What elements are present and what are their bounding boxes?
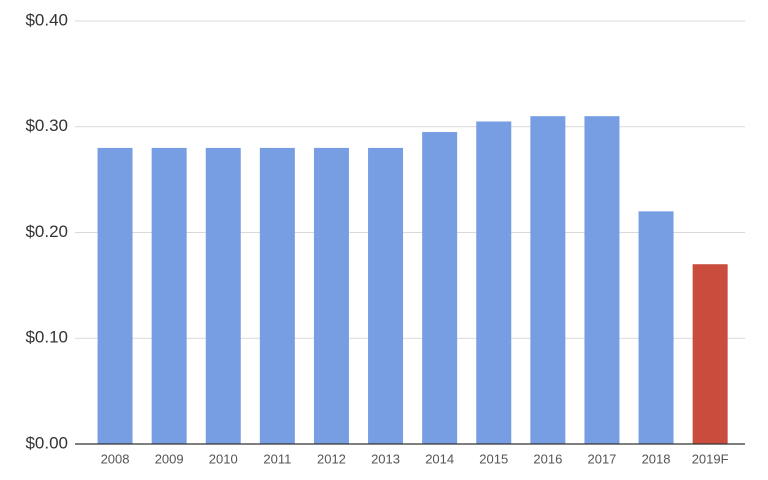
- x-tick-label: 2017: [587, 451, 616, 466]
- bar: [259, 147, 295, 444]
- x-tick-label: 2015: [479, 451, 508, 466]
- y-tick-label: $0.20: [25, 222, 68, 241]
- x-tick-label: 2010: [209, 451, 238, 466]
- y-tick-label: $0.10: [25, 328, 68, 347]
- bar: [205, 147, 241, 444]
- y-tick-label: $0.30: [25, 116, 68, 135]
- bar: [151, 147, 187, 444]
- bar: [638, 211, 674, 444]
- x-tick-label: 2011: [263, 451, 291, 466]
- bar: [530, 116, 566, 445]
- x-tick-label: 2014: [425, 451, 454, 466]
- x-tick-label: 2013: [371, 451, 400, 466]
- y-tick-label: $0.00: [25, 433, 68, 452]
- bar: [368, 147, 404, 444]
- x-tick-label: 2008: [101, 451, 130, 466]
- x-tick-label: 2012: [317, 451, 346, 466]
- x-tick-label: 2016: [533, 451, 562, 466]
- x-tick-label: 2018: [642, 451, 671, 466]
- bar: [313, 147, 349, 444]
- x-tick-label: 2019F: [692, 451, 729, 466]
- x-tick-label: 2009: [155, 451, 184, 466]
- bar: [584, 116, 620, 445]
- bar: [476, 121, 512, 445]
- y-tick-label: $0.40: [25, 10, 68, 29]
- bar: [97, 147, 133, 444]
- bar: [422, 132, 458, 444]
- bar: [692, 264, 728, 444]
